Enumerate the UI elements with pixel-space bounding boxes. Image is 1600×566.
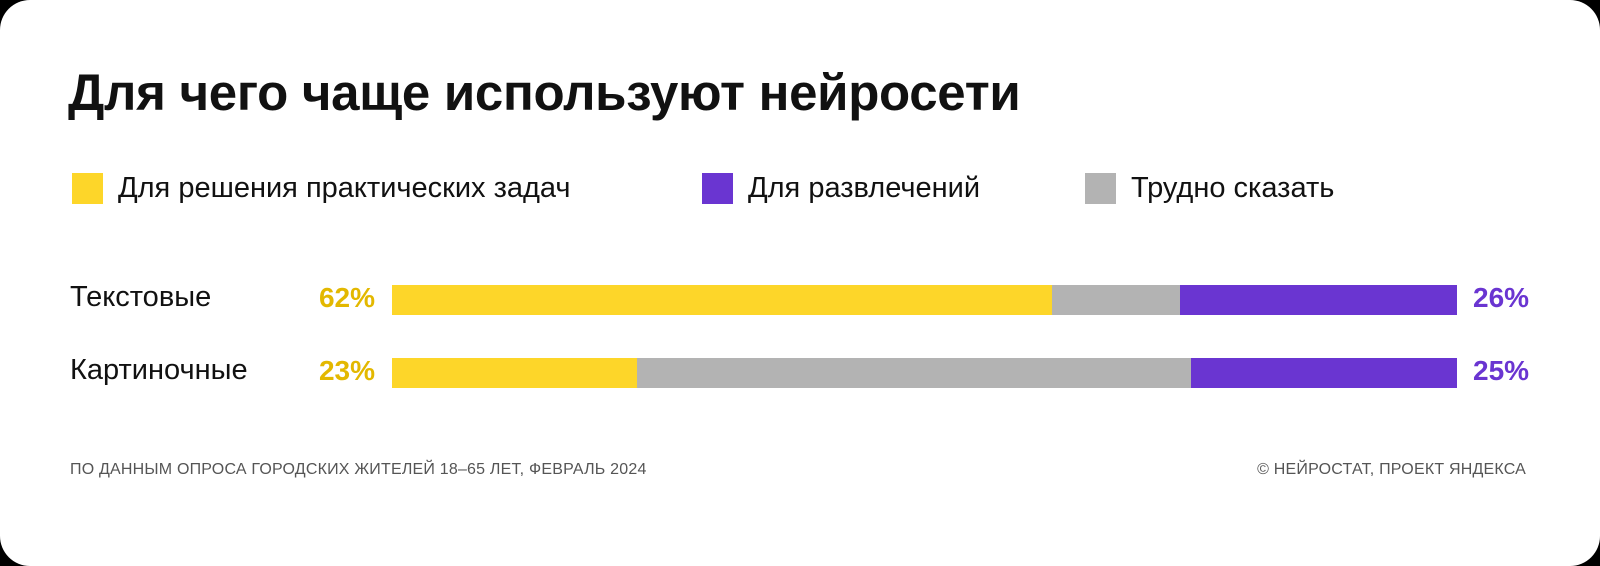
legend-label-practical: Для решения практических задач — [118, 171, 571, 204]
bar-segment-hard-to-say — [1052, 285, 1181, 315]
bar-segment-hard-to-say — [636, 358, 1191, 388]
value-label-entertainment-text: 26% — [1473, 282, 1530, 313]
bar-segment-practical — [392, 285, 1053, 315]
category-label-text: Текстовые — [70, 281, 212, 313]
bar-segment-entertainment — [1190, 358, 1457, 388]
value-label-entertainment-image: 25% — [1473, 355, 1530, 386]
legend-label-entertainment: Для развлечений — [748, 171, 981, 204]
source-footnote: ПО ДАННЫМ ОПРОСА ГОРОДСКИХ ЖИТЕЛЕЙ 18–65… — [70, 461, 647, 478]
legend-label-hard-to-say: Трудно сказать — [1131, 171, 1335, 204]
legend-swatch-hard-to-say — [1085, 172, 1116, 204]
legend-item-hard-to-say: Трудно сказать — [1085, 170, 1334, 206]
bar-text — [392, 285, 1457, 315]
chart-title: Для чего чаще используют нейросети — [68, 64, 1021, 121]
value-label-practical-image: 23% — [318, 355, 375, 386]
bar-image — [392, 358, 1457, 388]
value-label-practical-text: 62% — [318, 282, 375, 313]
legend-item-entertainment: Для развлечений — [702, 170, 980, 206]
category-label-image: Картиночные — [70, 354, 248, 386]
legend-swatch-practical — [72, 172, 103, 204]
legend-swatch-entertainment — [702, 172, 733, 204]
bar-segment-entertainment — [1180, 285, 1457, 315]
credit-footnote: © НЕЙРОСТАТ, ПРОЕКТ ЯНДЕКСА — [1257, 461, 1526, 478]
bar-segment-practical — [392, 358, 637, 388]
legend-item-practical: Для решения практических задач — [72, 170, 571, 206]
